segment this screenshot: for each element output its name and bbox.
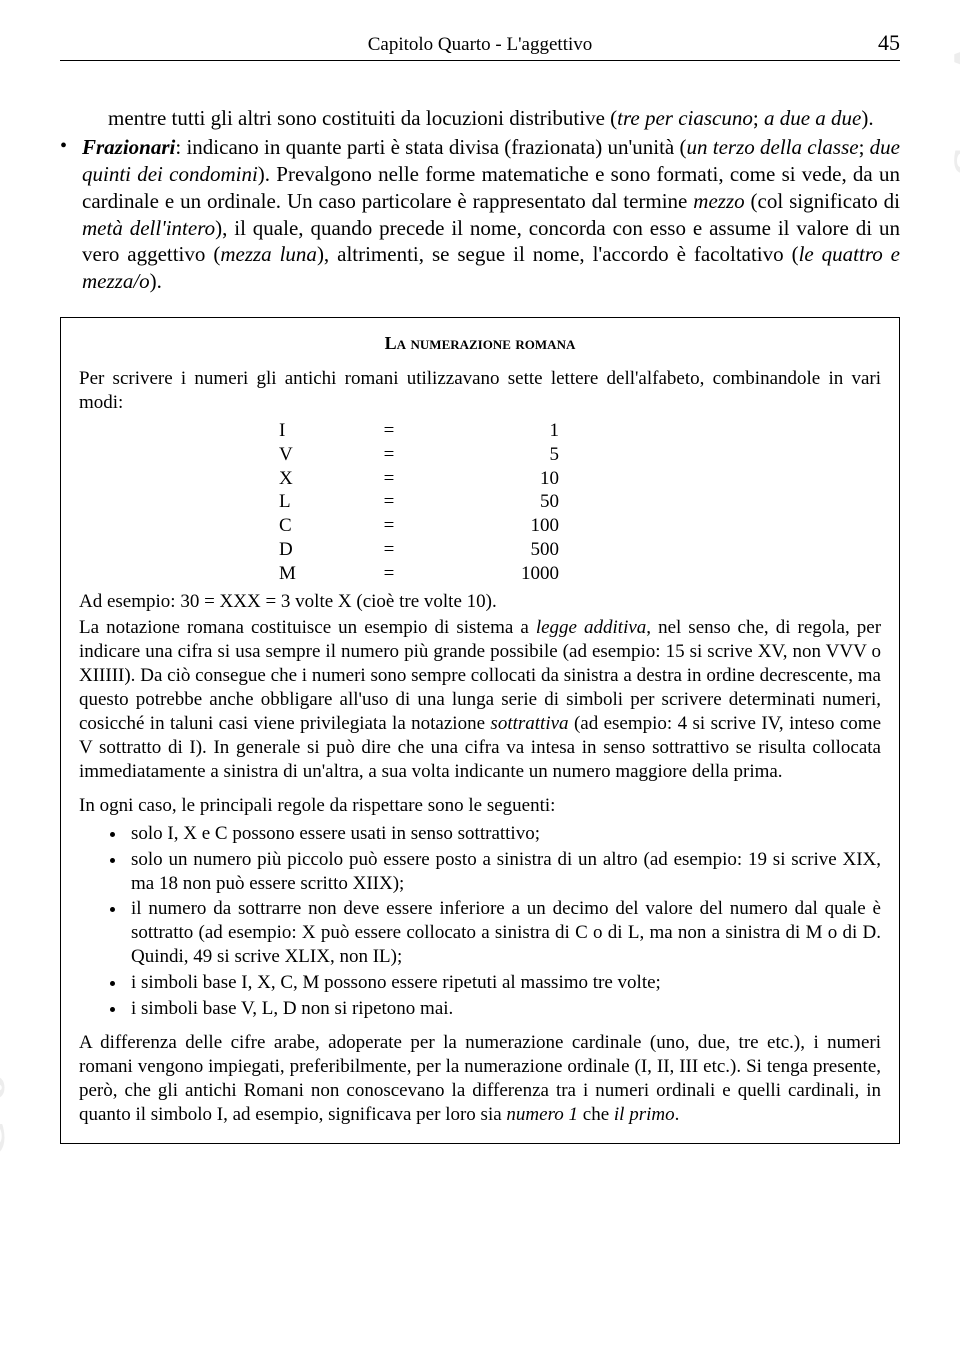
roman-number-table: I=1V=5X=10L=50C=100D=500M=1000 <box>279 419 619 587</box>
watermark-left: C o <box>0 1071 18 1159</box>
text: ), altrimenti, se segue il nome, l'accor… <box>317 242 799 266</box>
text-italic: tre per ciascuno <box>617 106 753 130</box>
text: mentre tutti gli altri sono costituiti d… <box>108 106 617 130</box>
rules-list: solo I, X e C possono essere usati in se… <box>79 822 881 1022</box>
box-example: Ad esempio: 30 = XXX = 3 volte X (cioè t… <box>79 590 881 614</box>
bullet-content: Frazionari: indicano in quante parti è s… <box>82 134 900 295</box>
continuation-paragraph: mentre tutti gli altri sono costituiti d… <box>60 105 900 132</box>
list-item: i simboli base I, X, C, M possono essere… <box>127 971 881 995</box>
box-intro: Per scrivere i numeri gli antichi romani… <box>79 367 881 415</box>
text: La notazione romana costituisce un esemp… <box>79 617 536 638</box>
table-row: X=10 <box>279 467 619 491</box>
bullet-icon: • <box>60 134 82 295</box>
text: che <box>578 1104 614 1125</box>
text-italic: numero 1 <box>506 1104 578 1125</box>
text-italic: sottrattiva <box>490 713 568 734</box>
text-italic: un terzo della classe <box>687 135 859 159</box>
table-cell: 10 <box>439 467 559 491</box>
text-italic: a due a due <box>764 106 861 130</box>
table-cell: 1 <box>439 419 559 443</box>
table-cell: 100 <box>439 514 559 538</box>
page-number: 45 <box>860 30 900 56</box>
text-italic: metà dell'intero <box>82 216 215 240</box>
table-row: V=5 <box>279 443 619 467</box>
text: (col significato di <box>745 189 900 213</box>
table-cell: L <box>279 490 339 514</box>
table-row: C=100 <box>279 514 619 538</box>
text: ). <box>861 106 873 130</box>
table-cell: = <box>339 443 439 467</box>
watermark-right: S.p.A. <box>942 20 960 177</box>
term-label: Frazionari <box>82 135 175 159</box>
list-item: i simboli base V, L, D non si ripetono m… <box>127 997 881 1021</box>
text: ; <box>753 106 764 130</box>
table-cell: V <box>279 443 339 467</box>
table-cell: 1000 <box>439 562 559 586</box>
table-row: M=1000 <box>279 562 619 586</box>
bullet-frazionari: • Frazionari: indicano in quante parti è… <box>60 134 900 295</box>
text: . <box>675 1104 680 1125</box>
table-cell: X <box>279 467 339 491</box>
table-cell: = <box>339 514 439 538</box>
box-paragraph: A differenza delle cifre arabe, adoperat… <box>79 1031 881 1127</box>
table-cell: C <box>279 514 339 538</box>
page: S.p.A. C o Capitolo Quarto - L'aggettivo… <box>0 0 960 1184</box>
table-row: I=1 <box>279 419 619 443</box>
page-header: Capitolo Quarto - L'aggettivo 45 <box>60 30 900 61</box>
table-cell: D <box>279 538 339 562</box>
list-item: solo un numero più piccolo può essere po… <box>127 848 881 896</box>
list-item: il numero da sottrarre non deve essere i… <box>127 897 881 969</box>
info-box: La numerazione romana Per scrivere i num… <box>60 317 900 1144</box>
table-cell: 500 <box>439 538 559 562</box>
text-italic: il primo <box>614 1104 675 1125</box>
box-title: La numerazione romana <box>79 332 881 355</box>
text: A differenza delle cifre arabe, adoperat… <box>79 1032 881 1125</box>
table-cell: = <box>339 538 439 562</box>
table-cell: 5 <box>439 443 559 467</box>
list-item: solo I, X e C possono essere usati in se… <box>127 822 881 846</box>
text-italic: mezza luna <box>220 242 317 266</box>
table-row: L=50 <box>279 490 619 514</box>
text: : indicano in quante parti è stata divis… <box>175 135 686 159</box>
table-cell: M <box>279 562 339 586</box>
table-cell: = <box>339 562 439 586</box>
text: ; <box>859 135 870 159</box>
table-cell: 50 <box>439 490 559 514</box>
body-text: mentre tutti gli altri sono costituiti d… <box>60 105 900 1144</box>
table-cell: = <box>339 419 439 443</box>
table-cell: = <box>339 467 439 491</box>
text: ). <box>150 269 162 293</box>
table-cell: = <box>339 490 439 514</box>
table-row: D=500 <box>279 538 619 562</box>
text-italic: legge additiva <box>536 617 646 638</box>
box-paragraph: In ogni caso, le principali regole da ri… <box>79 794 881 818</box>
chapter-title: Capitolo Quarto - L'aggettivo <box>100 34 860 56</box>
table-cell: I <box>279 419 339 443</box>
box-paragraph: La notazione romana costituisce un esemp… <box>79 616 881 784</box>
text-italic: mezzo <box>693 189 744 213</box>
